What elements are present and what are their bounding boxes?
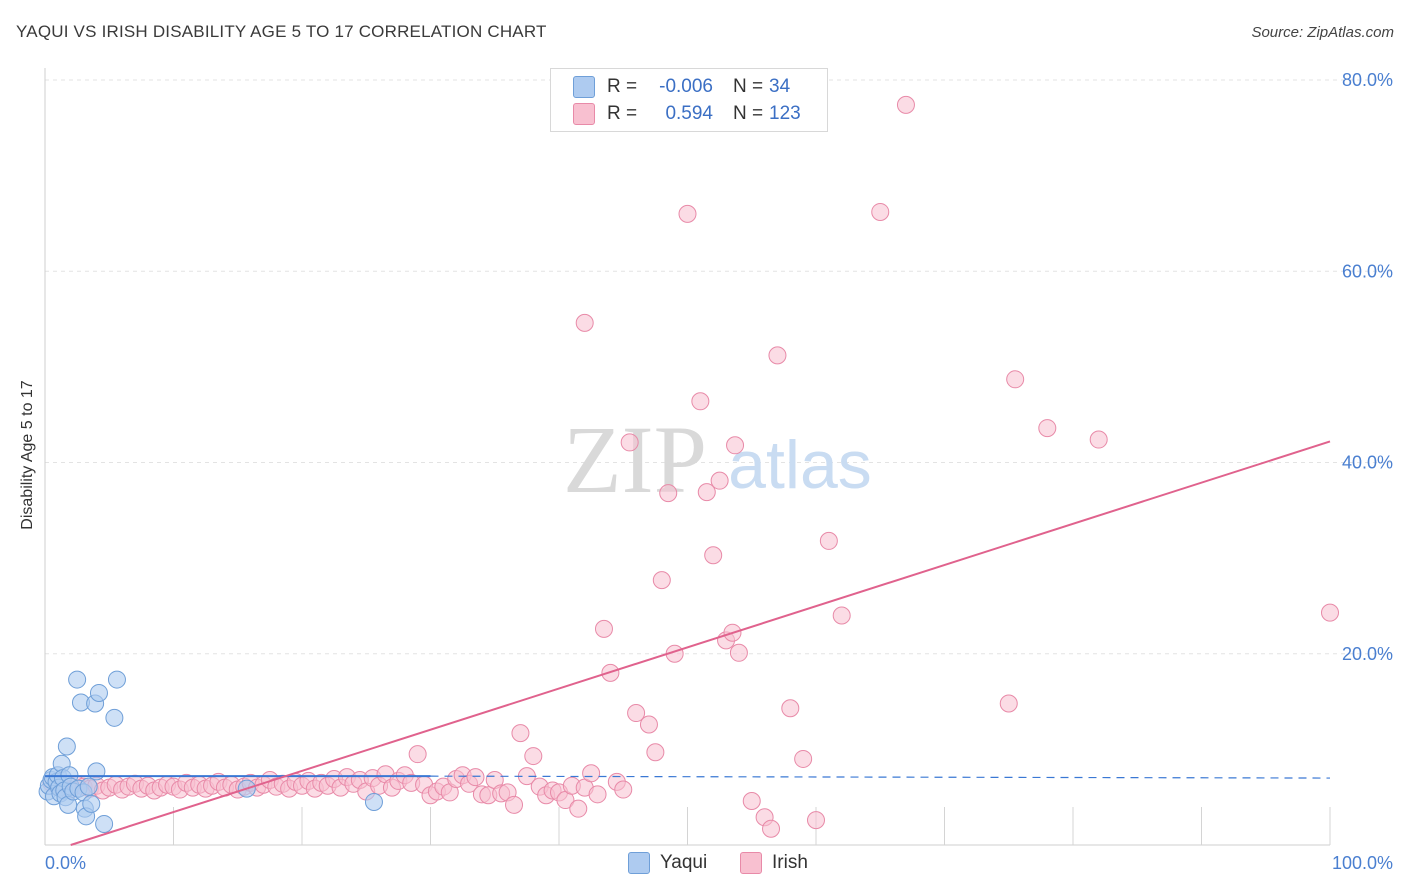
irish-point: [729, 643, 748, 662]
tick-labels: 20.0% 40.0% 60.0% 80.0% 0.0% 100.0%: [45, 70, 1393, 873]
irish-point: [614, 780, 633, 799]
irish-point: [678, 204, 697, 223]
yaqui-point: [87, 762, 106, 781]
trend-lines: [45, 440, 1331, 846]
legend-row-irish: R = 0.594 N = 123: [573, 102, 801, 126]
source-label: Source: ZipAtlas.com: [1251, 24, 1394, 41]
yaqui-point: [82, 794, 101, 813]
irish-point: [659, 484, 678, 503]
legend-n-value: 34: [769, 76, 791, 97]
chart-title: YAQUI VS IRISH DISABILITY AGE 5 TO 17 CO…: [16, 22, 547, 41]
legend-r-label: R =: [607, 103, 638, 124]
irish-point: [742, 792, 761, 811]
watermark-zip: ZIP: [563, 406, 707, 513]
irish-point: [794, 749, 813, 768]
irish-legend-label: Irish: [772, 852, 808, 873]
irish-point: [781, 699, 800, 718]
irish-point: [652, 571, 671, 590]
irish-point: [819, 531, 838, 550]
legend-r-label: R =: [607, 76, 638, 97]
yaqui-point: [79, 777, 98, 796]
legend-row-yaqui: R = -0.006 N = 34: [573, 75, 790, 99]
legend-item-yaqui[interactable]: Yaqui: [628, 852, 707, 874]
yaqui-point: [95, 814, 114, 833]
series-legend: Yaqui Irish: [0, 852, 1406, 876]
yaqui-legend-swatch: [628, 852, 650, 874]
irish-point: [691, 392, 710, 411]
irish-point: [639, 715, 658, 734]
irish-point: [832, 606, 851, 625]
irish-point: [1006, 370, 1025, 389]
yaqui-point: [107, 670, 126, 689]
irish-point: [697, 483, 716, 502]
irish-point: [768, 346, 787, 365]
yaqui-point: [57, 737, 76, 756]
yaqui-legend-label: Yaqui: [660, 852, 708, 873]
watermark-atlas: atlas: [728, 427, 872, 503]
irish-point: [1038, 419, 1057, 438]
y-axis-label: Disability Age 5 to 17: [19, 380, 36, 530]
yaqui-point: [89, 683, 108, 702]
irish-point: [582, 764, 601, 783]
legend-r-value: -0.006: [659, 76, 713, 97]
legend-n-label: N =: [733, 76, 764, 97]
irish-point: [408, 745, 427, 764]
irish-point: [896, 95, 915, 114]
legend-r-value: 0.594: [665, 103, 713, 124]
axes: [44, 68, 1331, 846]
irish-point: [569, 799, 588, 818]
y-tick-label: 20.0%: [1342, 644, 1393, 664]
y-tick-label: 80.0%: [1342, 70, 1393, 90]
yaqui-trend-extension: [430, 775, 1331, 779]
x-tick-label: 0.0%: [45, 853, 86, 873]
watermark: ZIP atlas: [563, 406, 872, 513]
correlation-legend: R = -0.006 N = 34 R = 0.594 N = 123: [550, 68, 828, 132]
legend-n-label: N =: [733, 103, 764, 124]
irish-point: [524, 747, 543, 766]
irish-point: [1321, 603, 1339, 622]
irish-point: [646, 743, 665, 762]
irish-point: [620, 433, 639, 452]
irish-point: [1089, 430, 1108, 449]
legend-item-irish[interactable]: Irish: [740, 852, 808, 874]
irish-point: [575, 313, 594, 332]
irish-point: [627, 704, 646, 723]
irish-legend-swatch: [740, 852, 762, 874]
yaqui-point: [364, 792, 383, 811]
irish-trend-line: [70, 440, 1331, 846]
yaqui-point: [105, 708, 124, 727]
irish-point: [588, 785, 607, 804]
irish-point: [505, 795, 524, 814]
yaqui-point: [68, 670, 87, 689]
legend-n-value: 123: [769, 103, 801, 124]
irish-point: [999, 694, 1018, 713]
irish-point: [594, 619, 613, 638]
irish-point: [710, 471, 729, 490]
irish-point: [726, 436, 745, 455]
irish-point: [704, 546, 723, 565]
y-tick-label: 60.0%: [1342, 261, 1393, 281]
yaqui-points: [38, 670, 383, 833]
irish-point: [511, 724, 530, 743]
y-tick-label: 40.0%: [1342, 453, 1393, 473]
irish-point: [762, 819, 781, 838]
yaqui-swatch: [573, 76, 595, 98]
irish-point: [871, 202, 890, 221]
grid-lines: [45, 79, 1392, 655]
x-tick-label: 100.0%: [1332, 853, 1393, 873]
irish-swatch: [573, 103, 595, 125]
irish-point: [466, 768, 485, 787]
irish-point: [807, 811, 825, 830]
